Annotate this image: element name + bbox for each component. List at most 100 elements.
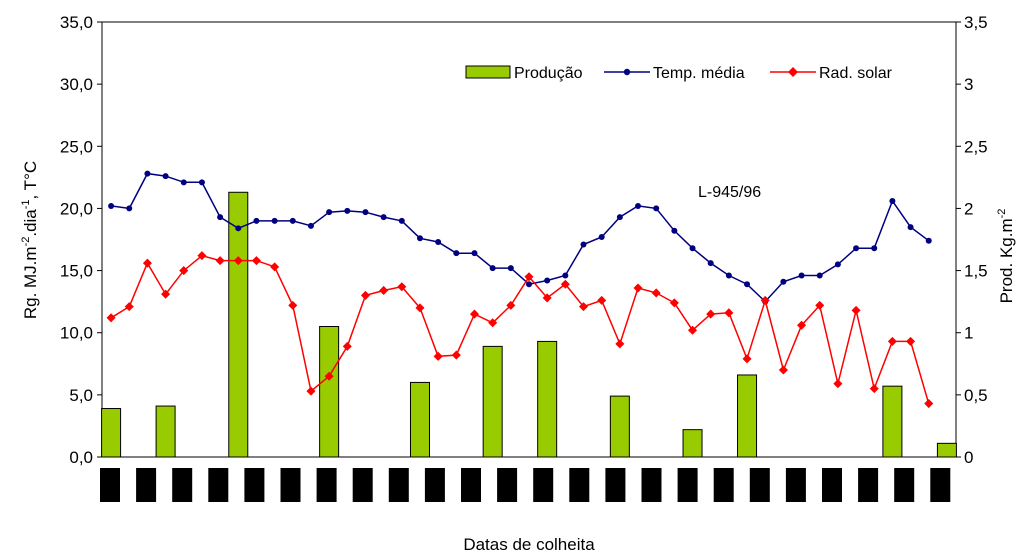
x-date-label-block: [208, 468, 229, 502]
point-temp-media: [598, 234, 605, 241]
y-axis-right-title-sup: -2: [996, 209, 1008, 219]
point-rad-solar: [597, 295, 607, 305]
bar-producao: [936, 442, 957, 458]
point-rad-solar: [924, 399, 934, 409]
x-date-label-block: [136, 468, 157, 502]
point-temp-media: [471, 250, 478, 257]
point-temp-media: [616, 214, 623, 221]
bar-producao: [737, 374, 758, 458]
point-temp-media: [235, 225, 242, 232]
point-temp-media: [453, 250, 460, 257]
point-temp-media: [144, 170, 151, 177]
x-date-label-block: [785, 468, 806, 502]
right-axis-ticks: 0 0,5 1 1,5 2 2,5 3 3,5: [956, 13, 988, 467]
point-rad-solar: [161, 289, 171, 299]
point-temp-media: [853, 245, 860, 252]
x-date-label-block: [822, 468, 842, 502]
point-rad-solar: [215, 256, 225, 266]
bar-producao: [482, 345, 503, 458]
point-rad-solar: [869, 384, 879, 394]
x-date-label-block: [677, 468, 698, 502]
point-temp-media: [253, 217, 260, 224]
y-axis-left-title-part2: .dia: [21, 209, 40, 237]
x-date-label-block: [388, 468, 409, 502]
right-tick-label: 2,5: [964, 137, 988, 156]
y-axis-left-title-part3: , T°C: [21, 161, 40, 200]
bar-producao: [101, 408, 122, 458]
bar-producao: [882, 385, 903, 458]
x-date-label-block: [280, 468, 301, 502]
point-rad-solar: [179, 266, 189, 276]
right-tick-label: 3: [964, 75, 973, 94]
point-rad-solar: [906, 336, 916, 346]
left-tick-label: 0,0: [69, 448, 93, 467]
x-date-label-block: [641, 468, 662, 502]
point-temp-media: [526, 281, 532, 288]
bar-producao: [155, 405, 176, 458]
point-rad-solar: [651, 288, 661, 298]
point-rad-solar: [233, 256, 243, 266]
point-temp-media: [162, 173, 169, 180]
line-series-group: [106, 170, 934, 409]
point-temp-media: [507, 265, 514, 272]
point-temp-media: [380, 214, 387, 221]
x-date-label-block: [533, 468, 554, 502]
chart-annotation: L-945/96: [698, 184, 761, 201]
point-temp-media: [889, 197, 896, 204]
x-date-label-block: [569, 468, 590, 502]
right-tick-label: 0,5: [964, 386, 988, 405]
line-rad-solar: [110, 254, 930, 404]
point-temp-media: [435, 238, 442, 245]
legend-label-producao: Produção: [514, 65, 583, 82]
point-temp-media: [217, 214, 224, 221]
legend-swatch-producao: [465, 65, 511, 79]
left-tick-label: 20,0: [60, 199, 93, 218]
point-temp-media: [180, 179, 187, 186]
x-date-label-block: [244, 468, 265, 502]
right-tick-label: 1: [964, 324, 973, 343]
x-axis-title: Datas de colheita: [463, 535, 595, 554]
point-temp-media: [671, 227, 678, 234]
bar-producao: [319, 326, 340, 458]
point-temp-media: [816, 272, 823, 279]
point-temp-media: [398, 217, 405, 224]
x-date-label-block: [858, 468, 879, 502]
bar-producao: [609, 395, 630, 458]
point-temp-media: [725, 272, 732, 279]
point-temp-media: [562, 272, 569, 279]
x-date-label-block: [749, 468, 770, 502]
line-temp-media: [110, 172, 930, 303]
x-date-label-block: [316, 468, 337, 502]
point-rad-solar: [524, 272, 534, 282]
point-temp-media: [707, 260, 714, 267]
x-date-label-block: [930, 468, 951, 502]
left-tick-label: 25,0: [60, 137, 93, 156]
point-rad-solar: [887, 336, 897, 346]
point-temp-media: [344, 207, 351, 214]
point-rad-solar: [833, 379, 843, 389]
bar-producao: [228, 191, 249, 458]
point-temp-media: [108, 202, 115, 209]
point-temp-media: [362, 209, 369, 216]
point-rad-solar: [760, 295, 770, 305]
right-tick-label: 0: [964, 448, 973, 467]
y-axis-left-title-part1: Rg. MJ.m: [21, 246, 40, 319]
x-date-label-block: [352, 468, 373, 502]
point-rad-solar: [251, 256, 261, 266]
y-axis-right-title-part1: Prod. Kg.m: [997, 218, 1016, 303]
point-temp-media: [126, 205, 133, 212]
point-temp-media: [689, 245, 696, 252]
legend-swatch-rad-marker: [788, 67, 798, 77]
x-date-label-block: [713, 468, 734, 502]
bar-series-producao: [101, 191, 957, 458]
point-temp-media: [198, 179, 205, 186]
y-axis-left-title-sup1: -2: [20, 237, 32, 247]
right-tick-label: 1,5: [964, 262, 988, 281]
point-temp-media: [289, 217, 296, 224]
point-rad-solar: [724, 308, 734, 318]
legend-label-temp: Temp. média: [653, 65, 745, 82]
left-tick-label: 15,0: [60, 262, 93, 281]
x-date-label-block: [497, 468, 518, 502]
right-tick-label: 3,5: [964, 13, 988, 32]
